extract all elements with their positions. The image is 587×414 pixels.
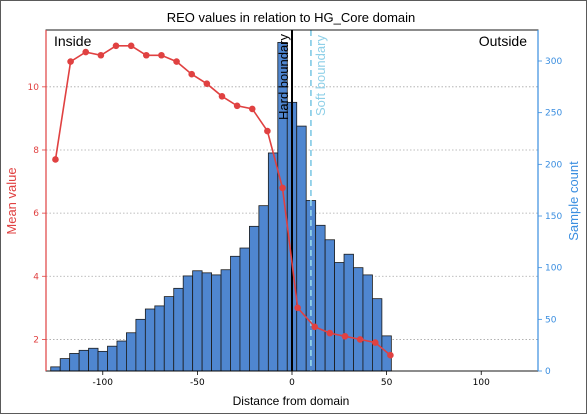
mean-value-point [142,51,150,59]
y-axis-left-label: Mean value [4,167,19,234]
mean-value-point [127,42,135,50]
histogram-bar [334,262,345,372]
x-tick-label: -100 [93,378,114,388]
y-right-tick-label: 100 [545,264,562,274]
histogram-bar [258,205,269,372]
histogram-layer [50,42,392,372]
histogram-bar [192,270,203,372]
mean-value-point [67,58,74,65]
mean-value-point [233,102,241,110]
histogram-bar [107,345,118,372]
histogram-bar [88,347,99,372]
y-left-tick-label: 6 [33,209,39,219]
mean-value-point [294,304,301,312]
mean-value-point [188,70,196,78]
histogram-bar [182,275,194,372]
histogram-bar [201,272,212,372]
mean-value-point [97,51,105,59]
mean-value-point [311,323,319,331]
mean-value-point [218,93,226,100]
y-right-tick-label: 50 [545,315,557,325]
outside-annotation: Outside [479,33,527,49]
y-left-tick-label: 4 [33,272,39,282]
histogram-bar [135,318,146,372]
y-right-tick-label: 150 [545,212,562,222]
y-left-tick-label: 10 [28,83,40,93]
y-left-tick-label: 8 [33,146,39,156]
mean-value-point [356,336,364,343]
y-right-tick-label: 300 [545,57,562,67]
soft-boundary-label: Soft boundary [313,35,328,116]
histogram-bar [173,287,184,372]
histogram-bar [154,305,165,372]
histogram-bar [315,224,326,372]
histogram-bar [163,296,175,372]
inside-annotation: Inside [54,33,92,49]
histogram-bar [116,340,127,372]
histogram-bar [78,349,89,372]
mean-value-point [279,184,286,192]
mean-value-point [203,80,211,87]
chart-title: REO values in relation to HG_Core domain [167,10,416,25]
x-axis-label: Distance from domain [233,394,350,408]
histogram-bar [59,358,71,372]
y-right-tick-label: 0 [545,367,551,377]
histogram-bar [372,298,383,372]
histogram-bar [239,247,250,372]
histogram-bar [97,350,108,372]
y-right-tick-label: 200 [545,160,562,170]
y-axis-right-label: Sample count [566,161,581,241]
y-left-tick-label: 2 [33,335,39,345]
mean-value-point [248,105,256,113]
histogram-bar [353,267,364,372]
x-tick-label: 50 [381,378,393,388]
x-tick-label: 0 [289,378,295,388]
boundary-layer [291,30,312,371]
histogram-bar [249,225,260,372]
histogram-bar [50,366,61,372]
mean-value-point [264,127,271,135]
y-right-tick-label: 250 [545,109,562,119]
mean-value-point [158,51,165,59]
histogram-bar [343,253,354,372]
histogram-bar [362,274,373,372]
histogram-bar [69,353,80,372]
mean-value-point [371,339,379,346]
mean-value-point [387,351,394,359]
mean-value-point [173,58,180,65]
histogram-bar [126,332,137,372]
histogram-bar [220,269,231,372]
histogram-bar [267,152,279,372]
x-tick-label: -50 [190,378,205,388]
histogram-bar [230,255,241,372]
hard-boundary-label: Hard boundary [276,34,291,120]
mean-value-point [52,156,59,163]
histogram-bar [144,308,156,372]
histogram-bar [211,274,222,372]
x-tick-label: 100 [473,378,490,388]
mean-value-point [341,332,349,340]
histogram-bar [296,125,307,372]
line-layer [52,42,394,359]
histogram-bar [324,239,335,372]
mean-value-point [326,329,334,337]
mean-value-point [112,42,120,50]
mean-value-point [82,48,90,56]
